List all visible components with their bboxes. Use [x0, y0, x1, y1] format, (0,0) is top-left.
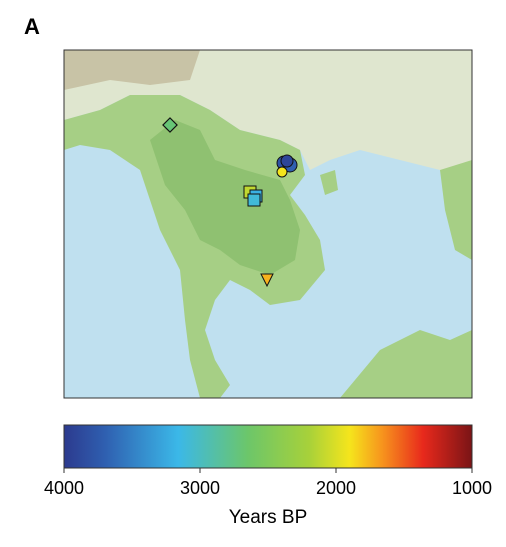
land-philippines: [440, 160, 472, 260]
tick-label: 1000: [452, 478, 492, 498]
tick-label: 3000: [180, 478, 220, 498]
map-frame: [63, 49, 473, 399]
tick-label: 4000: [44, 478, 84, 498]
colorbar-label: Years BP: [229, 507, 308, 528]
site-marker: [276, 166, 288, 178]
land-north: [64, 50, 472, 190]
land-lowland: [150, 120, 300, 275]
land-mountains: [64, 50, 200, 90]
panel-label: A: [24, 14, 40, 39]
land-indochina: [64, 95, 325, 398]
colorbar: [63, 424, 473, 469]
site-marker: [280, 154, 294, 168]
map: [64, 50, 472, 398]
site-marker: [162, 117, 178, 133]
site-marker: [247, 193, 261, 207]
site-marker: [260, 273, 274, 288]
sites: [162, 117, 298, 288]
tick-label: 2000: [316, 478, 356, 498]
land-hainan: [320, 170, 338, 195]
land-borneo: [340, 330, 472, 398]
